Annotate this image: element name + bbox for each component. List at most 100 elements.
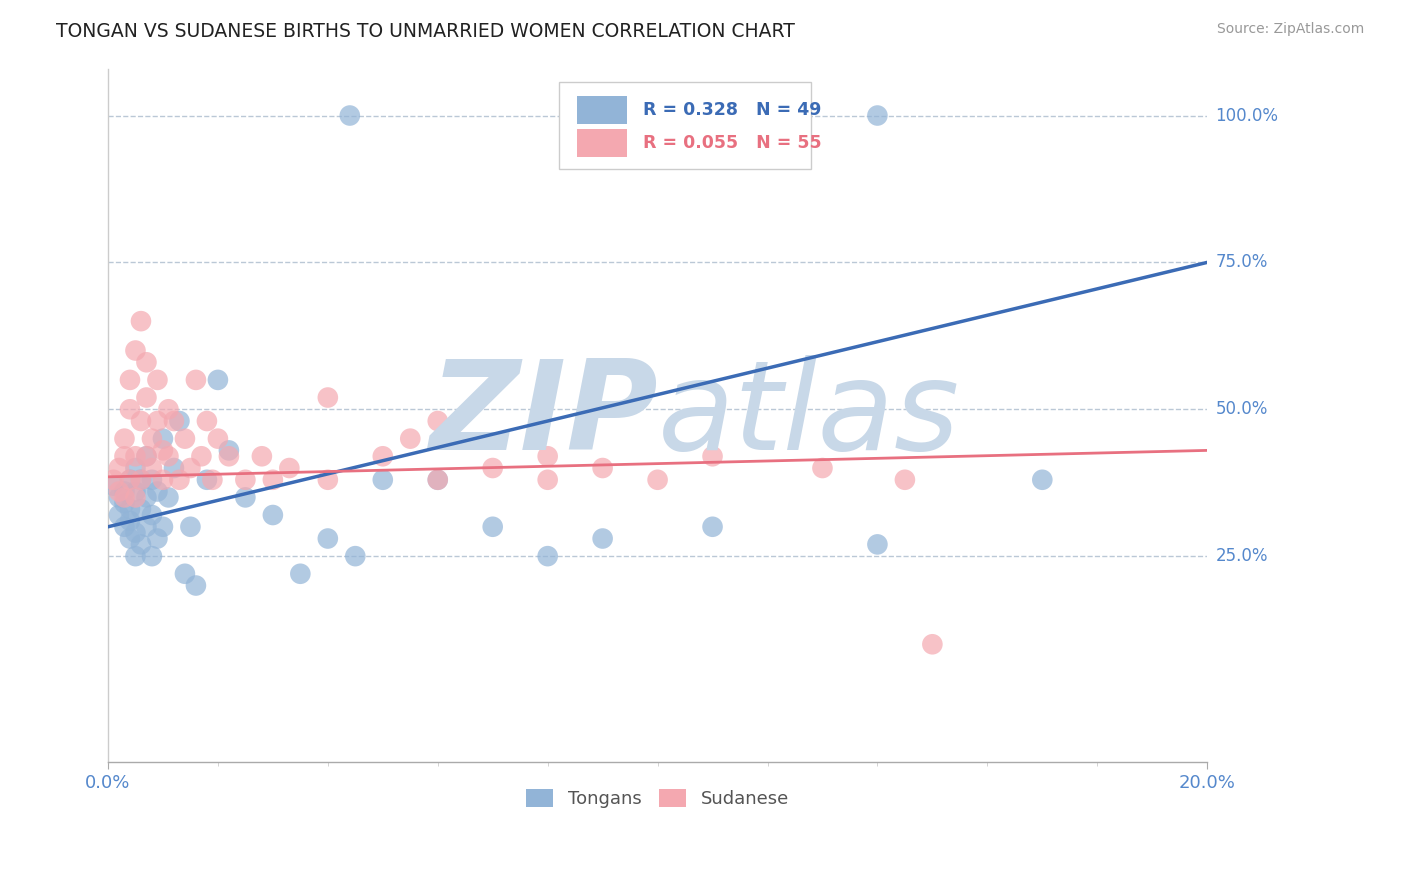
Point bbox=[218, 443, 240, 458]
Point bbox=[118, 373, 141, 387]
Point bbox=[399, 432, 422, 446]
Point bbox=[278, 461, 301, 475]
Point bbox=[108, 461, 131, 475]
Point bbox=[169, 414, 191, 428]
Point bbox=[163, 461, 186, 475]
Point bbox=[174, 566, 197, 581]
Point bbox=[129, 414, 152, 428]
Point bbox=[316, 473, 339, 487]
Point bbox=[169, 473, 191, 487]
Point bbox=[135, 391, 157, 405]
Point bbox=[124, 491, 146, 505]
Point bbox=[141, 432, 163, 446]
Point bbox=[129, 473, 152, 487]
Point bbox=[921, 637, 943, 651]
Point bbox=[218, 450, 240, 464]
Point bbox=[141, 549, 163, 563]
Point bbox=[146, 414, 169, 428]
Point bbox=[118, 402, 141, 417]
Point bbox=[103, 473, 125, 487]
Point bbox=[537, 473, 560, 487]
Point bbox=[426, 473, 449, 487]
Point bbox=[124, 461, 146, 475]
Text: R = 0.328   N = 49: R = 0.328 N = 49 bbox=[644, 101, 821, 120]
Point bbox=[141, 508, 163, 522]
Point bbox=[174, 432, 197, 446]
Point bbox=[129, 314, 152, 328]
Point bbox=[152, 443, 174, 458]
Point bbox=[124, 450, 146, 464]
Text: Source: ZipAtlas.com: Source: ZipAtlas.com bbox=[1216, 22, 1364, 37]
Point bbox=[152, 520, 174, 534]
Point bbox=[702, 520, 724, 534]
Point bbox=[207, 373, 229, 387]
Point bbox=[146, 484, 169, 499]
Point bbox=[426, 473, 449, 487]
Text: TONGAN VS SUDANESE BIRTHS TO UNMARRIED WOMEN CORRELATION CHART: TONGAN VS SUDANESE BIRTHS TO UNMARRIED W… bbox=[56, 22, 796, 41]
Point bbox=[135, 355, 157, 369]
Point bbox=[262, 508, 284, 522]
Point bbox=[141, 461, 163, 475]
Text: 50.0%: 50.0% bbox=[1216, 401, 1268, 418]
Legend: Tongans, Sudanese: Tongans, Sudanese bbox=[519, 781, 796, 815]
Point bbox=[157, 450, 180, 464]
Point bbox=[108, 508, 131, 522]
Point bbox=[207, 432, 229, 446]
Text: R = 0.055   N = 55: R = 0.055 N = 55 bbox=[644, 134, 823, 152]
Point bbox=[129, 502, 152, 516]
Point bbox=[179, 520, 201, 534]
Point bbox=[1031, 473, 1053, 487]
Point bbox=[537, 549, 560, 563]
Point bbox=[108, 491, 131, 505]
Point bbox=[201, 473, 224, 487]
Text: 75.0%: 75.0% bbox=[1216, 253, 1268, 271]
Point bbox=[114, 496, 136, 510]
Point bbox=[118, 532, 141, 546]
Point bbox=[135, 450, 157, 464]
FancyBboxPatch shape bbox=[578, 128, 627, 157]
Point bbox=[124, 484, 146, 499]
Point bbox=[157, 491, 180, 505]
Point bbox=[811, 461, 834, 475]
Point bbox=[141, 473, 163, 487]
Point bbox=[537, 450, 560, 464]
Point bbox=[124, 343, 146, 358]
Point bbox=[647, 473, 669, 487]
Point bbox=[250, 450, 273, 464]
Point bbox=[129, 473, 152, 487]
Point bbox=[152, 473, 174, 487]
Point bbox=[866, 537, 889, 551]
Point bbox=[108, 484, 131, 499]
Point bbox=[135, 491, 157, 505]
Point bbox=[592, 461, 614, 475]
Point bbox=[118, 502, 141, 516]
Point bbox=[135, 520, 157, 534]
Point bbox=[179, 461, 201, 475]
FancyBboxPatch shape bbox=[558, 82, 811, 169]
Point bbox=[371, 450, 394, 464]
Point bbox=[146, 532, 169, 546]
Point bbox=[157, 402, 180, 417]
Point bbox=[114, 450, 136, 464]
Point bbox=[756, 109, 779, 123]
Point bbox=[184, 373, 207, 387]
Point bbox=[135, 450, 157, 464]
Point bbox=[235, 473, 257, 487]
Point bbox=[426, 414, 449, 428]
Point bbox=[118, 473, 141, 487]
Point bbox=[103, 478, 125, 492]
Text: 100.0%: 100.0% bbox=[1216, 106, 1278, 125]
Point bbox=[316, 532, 339, 546]
Point bbox=[702, 450, 724, 464]
Point bbox=[124, 525, 146, 540]
Point bbox=[146, 373, 169, 387]
Text: ZIP: ZIP bbox=[429, 355, 658, 475]
FancyBboxPatch shape bbox=[578, 96, 627, 124]
Point bbox=[184, 578, 207, 592]
Text: atlas: atlas bbox=[658, 355, 960, 475]
Text: 25.0%: 25.0% bbox=[1216, 547, 1268, 566]
Point bbox=[371, 473, 394, 487]
Point bbox=[195, 414, 218, 428]
Point bbox=[481, 461, 503, 475]
Point bbox=[481, 520, 503, 534]
